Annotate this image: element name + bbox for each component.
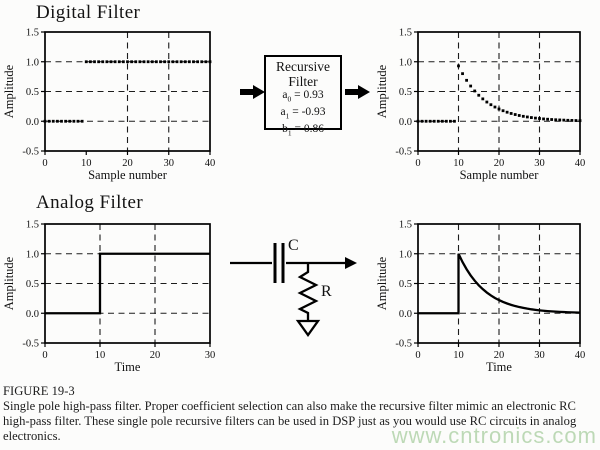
- svg-text:0.5: 0.5: [26, 279, 39, 290]
- coefficient-a0-eq: =: [294, 89, 301, 101]
- coefficient-a1-eq: =: [292, 105, 299, 118]
- coefficient-b1-value: 0.86: [303, 122, 324, 135]
- analog-output-svg: 0 10 20 30 40 -0.5 0.0 0.5 1.0 1.5 Time Amplitude: [375, 220, 586, 375]
- digital-input-svg: 0 10 20 30 40 -0.5 0.0 0.5 1.0 1.5 Sample number Am…: [2, 28, 216, 183]
- svg-text:10: 10: [453, 158, 464, 169]
- svg-text:Sample number: Sample number: [88, 168, 168, 182]
- input-arrow-icon: [240, 85, 265, 99]
- coefficient-a1-sub: 1: [285, 111, 290, 121]
- coefficient-b1-eq: =: [294, 122, 301, 135]
- svg-text:Amplitude: Amplitude: [375, 64, 389, 118]
- svg-text:1.0: 1.0: [399, 249, 412, 260]
- resistor-icon: [297, 263, 319, 321]
- svg-text:1.5: 1.5: [26, 220, 39, 231]
- svg-text:20: 20: [150, 350, 161, 361]
- svg-text:30: 30: [534, 158, 545, 169]
- ground-icon: [295, 319, 321, 337]
- svg-text:-0.5: -0.5: [22, 147, 39, 158]
- svg-text:10: 10: [95, 350, 106, 361]
- svg-text:1.5: 1.5: [399, 28, 412, 39]
- svg-text:0.5: 0.5: [399, 279, 412, 290]
- svg-text:20: 20: [122, 158, 133, 169]
- svg-text:30: 30: [164, 158, 175, 169]
- watermark: www.cntronics.com: [391, 423, 597, 448]
- output-arrow-icon: [345, 85, 370, 99]
- digital-output-plot: 0 10 20 30 40 -0.5 0.0 0.5 1.0 1.5 Sample number Am…: [373, 24, 600, 183]
- svg-text:0.0: 0.0: [399, 117, 412, 128]
- svg-text:0.5: 0.5: [26, 87, 39, 98]
- digital-input-plot: 0 10 20 30 40 -0.5 0.0 0.5 1.0 1.5 Sample number Am…: [0, 24, 230, 183]
- svg-text:10: 10: [81, 158, 92, 169]
- svg-text:Amplitude: Amplitude: [2, 64, 16, 118]
- svg-text:1.0: 1.0: [26, 57, 39, 68]
- svg-text:20: 20: [494, 158, 505, 169]
- figure-caption: FIGURE 19-3 Single pole high-pass filter…: [3, 384, 598, 444]
- svg-text:1.5: 1.5: [26, 28, 39, 39]
- output-arrowhead-icon: [345, 257, 357, 269]
- svg-text:0: 0: [42, 350, 47, 361]
- svg-text:Amplitude: Amplitude: [375, 256, 389, 310]
- digital-output-svg: 0 10 20 30 40 -0.5 0.0 0.5 1.0 1.5 Sample number Am…: [375, 28, 586, 183]
- digital-filter-section-title: Digital Filter: [36, 2, 141, 23]
- recursive-filter-title-line2: Filter: [288, 74, 318, 89]
- analog-input-plot: 0 10 20 30 -0.5 0.0 0.5 1.0 1.5 Time Amplitude: [0, 216, 230, 375]
- svg-text:Time: Time: [486, 360, 512, 374]
- recursive-filter-title-line1: Recursive: [276, 59, 330, 74]
- coefficient-a1-base: a: [280, 105, 286, 118]
- recursive-filter-box: Recursive Filter a0 = 0.93 a1 = -0.93 b1…: [264, 55, 342, 137]
- svg-text:Amplitude: Amplitude: [2, 256, 16, 310]
- svg-text:Sample number: Sample number: [460, 168, 540, 182]
- svg-text:1.0: 1.0: [26, 249, 39, 260]
- coefficient-b1-sub: 1: [287, 127, 292, 137]
- svg-text:1.0: 1.0: [399, 57, 412, 68]
- svg-text:10: 10: [453, 350, 464, 361]
- svg-text:40: 40: [205, 158, 216, 169]
- coefficient-a0-base: a: [282, 89, 288, 101]
- coefficient-a1-value: -0.93: [301, 105, 326, 118]
- svg-text:0.0: 0.0: [399, 309, 412, 320]
- svg-text:30: 30: [534, 350, 545, 361]
- svg-text:Time: Time: [115, 360, 141, 374]
- coefficient-a0-sub: 0: [287, 94, 292, 104]
- coefficient-b1-base: b: [282, 122, 288, 135]
- resistor-label: R: [321, 283, 332, 300]
- svg-text:0.5: 0.5: [399, 87, 412, 98]
- svg-text:40: 40: [575, 350, 586, 361]
- capacitor-label: C: [288, 237, 299, 254]
- svg-text:0.0: 0.0: [26, 117, 39, 128]
- svg-text:0: 0: [415, 350, 420, 361]
- svg-text:40: 40: [575, 158, 586, 169]
- figure-label: FIGURE 19-3: [3, 384, 75, 398]
- svg-text:20: 20: [494, 350, 505, 361]
- coefficient-a1: a1 = -0.93: [266, 106, 340, 123]
- svg-text:0: 0: [42, 158, 47, 169]
- analog-filter-section-title: Analog Filter: [36, 192, 144, 213]
- svg-text:1.5: 1.5: [399, 220, 412, 231]
- coefficient-a0: a0 = 0.93: [266, 89, 340, 106]
- svg-text:-0.5: -0.5: [22, 339, 39, 350]
- svg-text:0: 0: [415, 158, 420, 169]
- svg-text:0.0: 0.0: [26, 309, 39, 320]
- coefficient-b1: b1 = 0.86: [266, 123, 340, 140]
- svg-text:-0.5: -0.5: [395, 339, 412, 350]
- svg-text:-0.5: -0.5: [395, 147, 412, 158]
- coefficient-a0-value: 0.93: [303, 89, 324, 101]
- analog-output-plot: 0 10 20 30 40 -0.5 0.0 0.5 1.0 1.5 Time Amplitude: [373, 216, 600, 375]
- caption-text: Single pole high-pass filter. Proper coe…: [3, 399, 577, 443]
- rc-circuit-diagram: C R: [230, 237, 357, 337]
- analog-input-svg: 0 10 20 30 -0.5 0.0 0.5 1.0 1.5 Time Amplitude: [2, 220, 216, 375]
- svg-text:30: 30: [205, 350, 216, 361]
